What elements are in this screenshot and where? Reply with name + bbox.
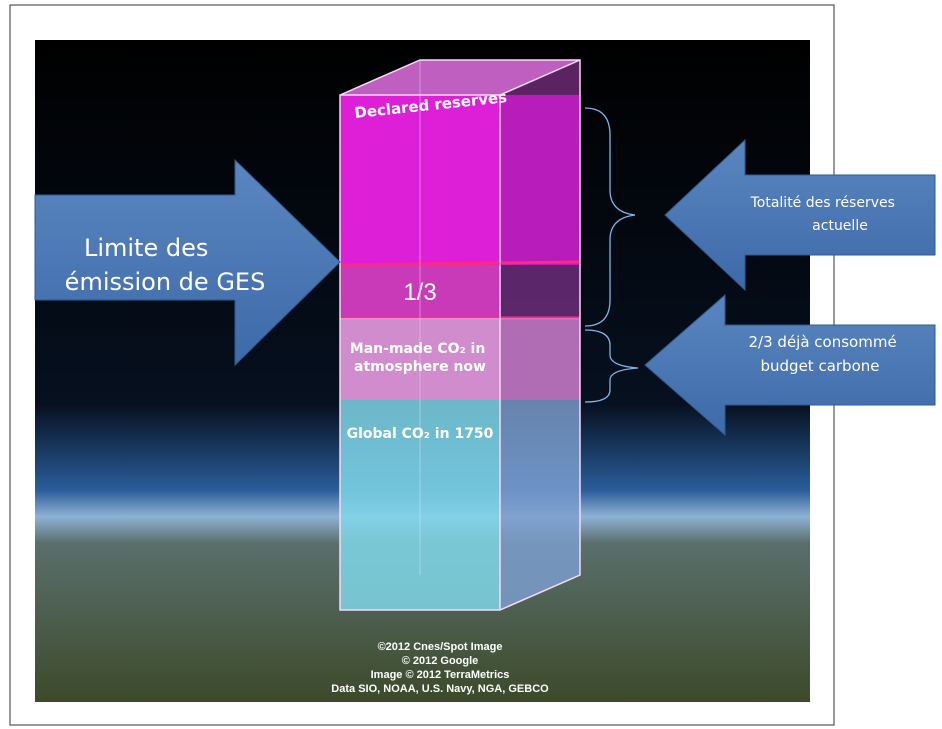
arrow-left xyxy=(34,158,341,367)
arrow-right-top-label: Totalité des réserves actuelle xyxy=(750,195,900,234)
manmade-line: Man-made CO₂ in xyxy=(350,341,486,357)
credit-line: Data SIO, NOAA, U.S. Navy, NGA, GEBCO xyxy=(331,683,549,695)
arrow-line: Totalité des réserves xyxy=(750,195,895,211)
arrow-left-label: Limite des émission de GES xyxy=(65,234,266,296)
manmade-label: Man-made CO₂ in atmosphere now xyxy=(350,341,490,375)
global-label: Global CO₂ in 1750 xyxy=(347,426,494,442)
arrow-line: budget carbone xyxy=(761,357,880,375)
arrow-line: Limite des xyxy=(84,234,208,262)
arrow-right-bottom-label: 2/3 déjà consommé budget carbone xyxy=(749,333,902,375)
manmade-line: atmosphere now xyxy=(354,359,486,375)
arrow-line: actuelle xyxy=(812,218,868,234)
arrow-right-top xyxy=(664,138,936,292)
third-label: 1/3 xyxy=(403,279,436,306)
arrow-line: 2/3 déjà consommé xyxy=(749,333,897,351)
credit-line: ©2012 Cnes/Spot Image xyxy=(378,641,503,653)
credit-line: Image © 2012 TerraMetrics xyxy=(371,669,510,681)
credit-line: © 2012 Google xyxy=(402,655,479,667)
column: Declared reserves 1/3 Man-made CO₂ in at… xyxy=(339,59,581,611)
arrow-right-bottom xyxy=(644,293,936,437)
arrow-line: émission de GES xyxy=(65,268,266,296)
brace xyxy=(584,329,639,403)
credits: ©2012 Cnes/Spot Image © 2012 Google Image … xyxy=(331,641,549,695)
brace xyxy=(584,107,636,327)
